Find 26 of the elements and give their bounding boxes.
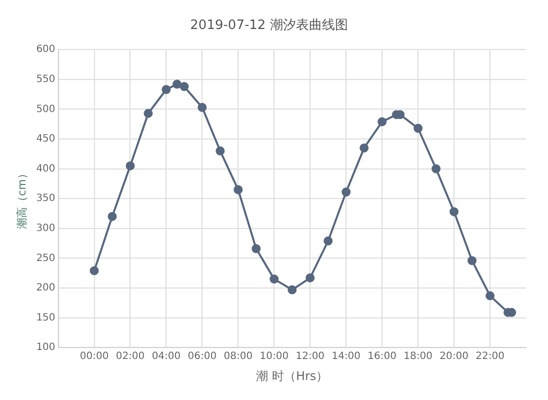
- y-tick-label: 350: [36, 193, 56, 204]
- y-tick-label: 100: [36, 342, 56, 354]
- y-tick-label: 200: [36, 282, 56, 294]
- y-tick-label: 600: [36, 44, 56, 56]
- x-tick-label: 04:00: [152, 351, 181, 362]
- chart-title: 2019-07-12 潮汐表曲线图: [190, 18, 348, 34]
- x-tick-label: 08:00: [224, 351, 253, 362]
- y-axis-title: 潮高（cm）: [15, 168, 28, 229]
- x-tick-label: 14:00: [332, 351, 361, 362]
- x-tick-label: 20:00: [440, 351, 468, 362]
- y-tick-label: 550: [36, 74, 56, 85]
- y-tick-label: 250: [36, 252, 56, 264]
- x-tick-label: 16:00: [368, 351, 396, 362]
- y-tick-label: 400: [36, 163, 56, 174]
- y-tick-label: 500: [36, 104, 56, 115]
- x-tick-label: 10:00: [260, 351, 289, 362]
- x-tick-label: 02:00: [116, 351, 145, 362]
- x-tick-label: 22:00: [476, 351, 504, 362]
- y-tick-label: 300: [36, 222, 56, 234]
- x-tick-label: 18:00: [404, 351, 432, 362]
- y-tick-label: 150: [36, 312, 56, 324]
- x-axis-title: 潮 时（Hrs）: [256, 368, 328, 383]
- x-tick-label: 00:00: [80, 351, 109, 362]
- y-tick-label: 450: [36, 134, 56, 145]
- x-tick-label: 06:00: [188, 351, 217, 362]
- x-tick-label: 12:00: [296, 351, 325, 362]
